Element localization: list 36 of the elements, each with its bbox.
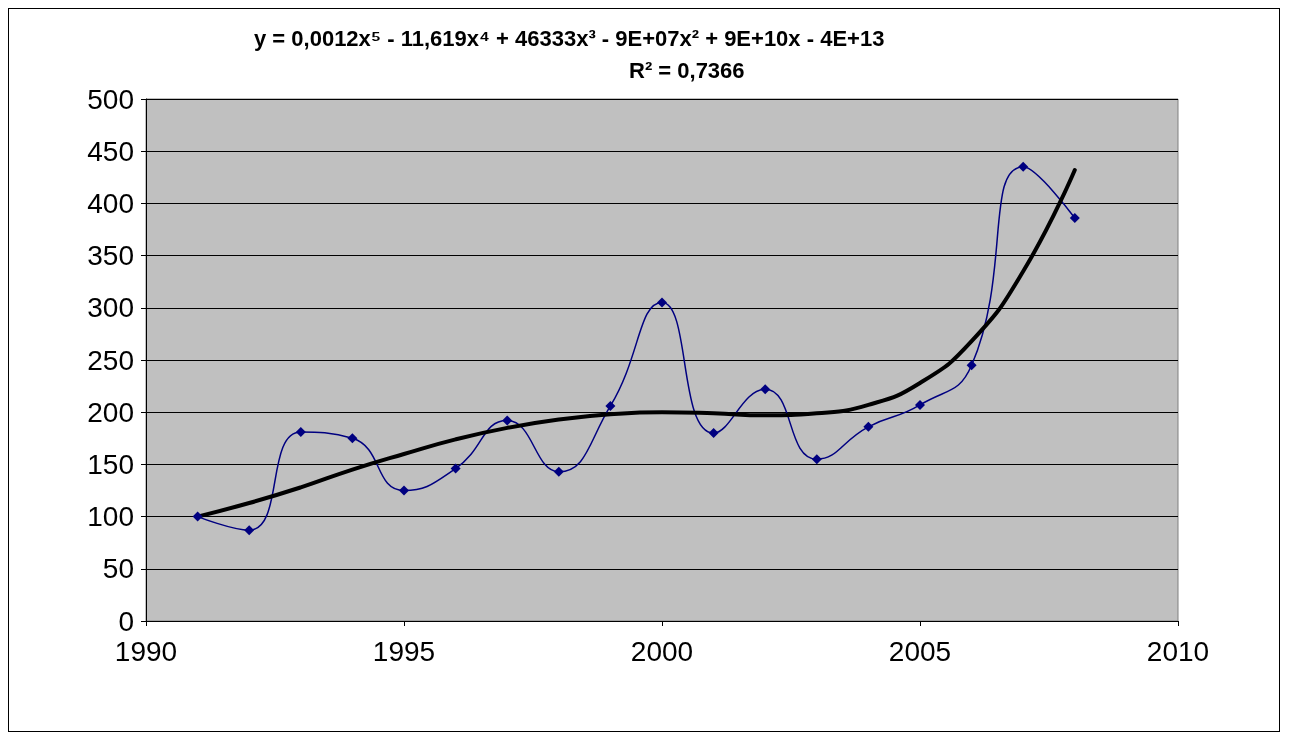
text: R² = 0,7366	[629, 57, 745, 83]
point	[502, 415, 513, 426]
y-tick-label: 350	[87, 240, 134, 272]
x-tick-label: 2000	[630, 635, 694, 667]
text: y = 0,0012x⁵ - 11,619x⁴ + 46333x³ - 9E+07x² + 9E+10x - 4E+13	[254, 25, 885, 51]
y-tick-label: 450	[87, 135, 134, 167]
point	[760, 384, 771, 395]
point	[192, 511, 203, 522]
point	[863, 421, 874, 432]
y-tick-label: 400	[87, 187, 134, 219]
y-tick-label: 50	[102, 553, 134, 585]
point	[605, 400, 616, 411]
y-tick-label: 300	[87, 292, 134, 324]
x-tick-label: 1990	[114, 635, 178, 667]
point	[966, 360, 977, 371]
x-tick-label: 2010	[1146, 635, 1210, 667]
point	[1069, 213, 1080, 224]
point	[553, 466, 564, 477]
point	[399, 485, 409, 496]
point	[244, 525, 255, 536]
point	[450, 463, 461, 474]
y-tick-label: 200	[87, 396, 134, 428]
x-tick-label: 2005	[888, 635, 952, 667]
point	[1018, 161, 1029, 172]
y-tick-label: 100	[87, 501, 134, 533]
y-tick-label: 500	[87, 83, 134, 115]
point	[708, 428, 719, 439]
point	[347, 433, 358, 444]
point	[657, 297, 667, 308]
y-tick-label: 0	[118, 605, 134, 637]
point	[295, 427, 306, 438]
point	[811, 454, 822, 465]
y-tick-label: 250	[87, 344, 134, 376]
point	[915, 399, 925, 410]
x-tick-label: 1995	[372, 635, 436, 667]
y-tick-label: 150	[87, 448, 134, 480]
